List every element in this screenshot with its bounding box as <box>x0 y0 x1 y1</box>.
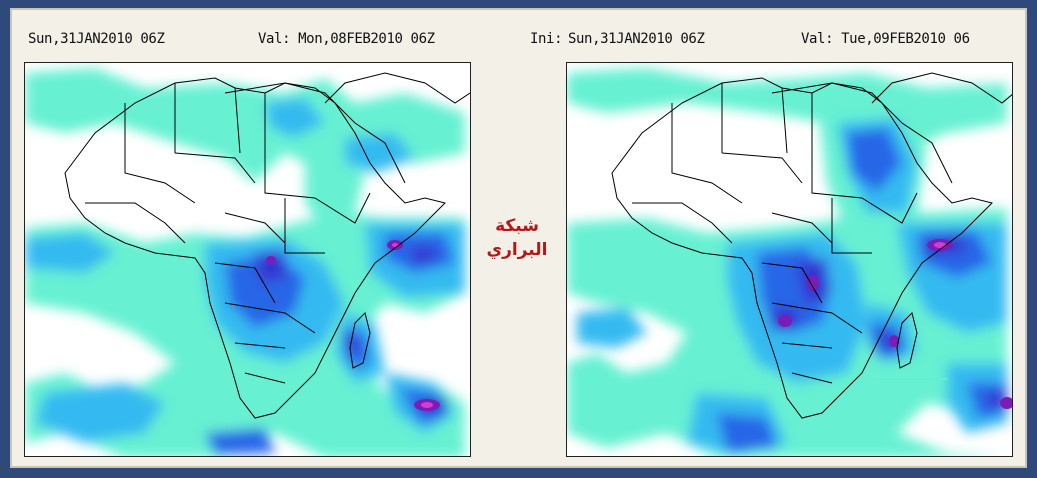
left-init-label: Sun,31JAN2010 06Z <box>28 31 165 47</box>
left-valid-label: Val: Mon,08FEB2010 06Z <box>258 31 435 47</box>
right-init-label: Sun,31JAN2010 06Z <box>568 31 705 47</box>
left-precip-map <box>24 62 471 457</box>
right-precip-map <box>566 62 1013 457</box>
right-valid-label: Val: Tue,09FEB2010 06 <box>801 31 970 47</box>
watermark-line-2: البراري <box>486 240 548 260</box>
watermark-text: شبكة البراري <box>478 214 556 262</box>
right-init-prefix: Ini: <box>530 31 563 47</box>
watermark-line-1: شبكة <box>495 216 539 236</box>
